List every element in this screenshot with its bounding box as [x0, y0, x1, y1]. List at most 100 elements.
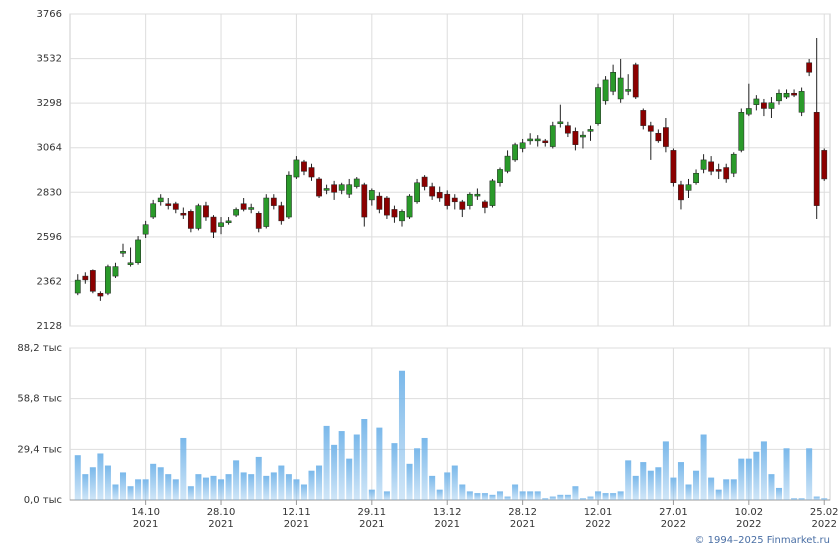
- candle-body: [391, 209, 398, 218]
- candle-body: [399, 211, 405, 222]
- volume-bar: [700, 434, 707, 500]
- candle-body: [301, 161, 307, 172]
- candle-body: [587, 129, 594, 132]
- x-tick-label: 28.12 2021: [508, 507, 537, 530]
- candle-body: [210, 216, 217, 233]
- candle-body: [466, 193, 473, 206]
- x-tick-label: 29.11 2021: [357, 507, 387, 530]
- candle-body: [308, 167, 315, 178]
- candle-body: [414, 182, 420, 203]
- volume-bar: [391, 443, 398, 500]
- volume-bar: [135, 479, 142, 500]
- candle-body: [549, 125, 556, 147]
- candle-body: [142, 224, 149, 235]
- volume-bar: [127, 486, 134, 500]
- candle-body: [316, 178, 322, 197]
- candle-body: [685, 184, 692, 191]
- volume-bar: [519, 491, 526, 500]
- candle-body: [248, 207, 255, 210]
- candle-body: [655, 132, 662, 142]
- volume-bar: [406, 463, 413, 500]
- volume-bar: [338, 431, 345, 500]
- candle-body: [459, 201, 466, 210]
- volume-bar: [421, 437, 428, 500]
- candle-body: [534, 138, 541, 142]
- volume-bar: [813, 496, 820, 500]
- candle-body: [331, 184, 338, 193]
- x-tick-label: 14.10 2021: [131, 507, 160, 530]
- volume-bar: [180, 437, 187, 500]
- candle-body: [693, 172, 699, 184]
- volume-bar: [331, 444, 338, 500]
- volume-bar: [187, 486, 194, 500]
- volume-bar: [745, 458, 752, 500]
- volume-bar: [436, 489, 443, 500]
- volume-bar: [323, 425, 330, 500]
- volume-bar: [97, 453, 104, 500]
- volume-bar: [595, 491, 602, 500]
- volume-bar: [474, 493, 481, 500]
- candle-body: [112, 266, 119, 277]
- volume-bar: [602, 493, 609, 500]
- candle-body: [225, 220, 232, 224]
- candle-body: [361, 184, 368, 218]
- volume-bar: [285, 474, 292, 500]
- volume-bar: [496, 491, 504, 500]
- volume-bar: [542, 498, 549, 500]
- volume-bar: [202, 477, 209, 500]
- x-tick-label: 13.12 2021: [432, 507, 462, 530]
- volume-bar: [82, 474, 89, 500]
- candle-body: [187, 211, 194, 229]
- volume-bar: [625, 460, 632, 500]
- volume-bar: [557, 494, 564, 500]
- x-tick-label: 28.10 2021: [206, 507, 236, 530]
- candle-body: [346, 184, 353, 195]
- volume-bar: [512, 484, 519, 500]
- volume-bar: [791, 498, 798, 500]
- candle-body: [715, 169, 722, 172]
- volume-bar: [429, 475, 436, 500]
- volume-bar: [142, 479, 149, 500]
- volume-bar: [489, 494, 496, 500]
- candle-body: [678, 184, 684, 201]
- volume-bar: [263, 475, 270, 500]
- volume-bar: [723, 479, 730, 500]
- candle-body: [527, 138, 534, 142]
- volume-bar: [195, 474, 202, 500]
- volume-bar: [549, 496, 556, 500]
- candle-body: [768, 102, 775, 109]
- candle-body: [663, 127, 669, 147]
- candle-body: [89, 270, 96, 292]
- candle-body: [542, 140, 549, 144]
- volume-bar: [775, 487, 783, 500]
- volume-bar: [534, 491, 541, 500]
- candle-body: [640, 110, 647, 126]
- volume-bar: [368, 489, 375, 500]
- candle-body: [761, 102, 767, 109]
- candle-body: [504, 155, 511, 172]
- y-tick-label: 2362: [37, 276, 62, 287]
- volume-bar: [579, 498, 586, 500]
- candle-body: [172, 203, 179, 210]
- volume-bar: [662, 441, 669, 500]
- volume-bar: [383, 491, 390, 500]
- candle-body: [97, 292, 104, 297]
- candle-body: [730, 153, 737, 174]
- volume-bar: [218, 479, 225, 500]
- volume-bar: [112, 484, 119, 500]
- candle-body: [436, 192, 443, 199]
- candle-body: [572, 131, 579, 145]
- y-tick-label: 58,8 тыс: [17, 394, 62, 405]
- y-tick-label: 88,2 тыс: [17, 343, 62, 354]
- volume-bar: [361, 419, 368, 500]
- candle-body: [783, 92, 790, 98]
- volume-bar: [89, 467, 96, 500]
- candle-body: [791, 92, 797, 96]
- candle-body: [451, 197, 458, 203]
- volume-bar: [572, 486, 579, 500]
- volume-bar: [685, 484, 692, 500]
- candle-body: [512, 144, 518, 161]
- volume-bar: [677, 462, 684, 500]
- y-tick-label: 3298: [37, 98, 62, 109]
- candle-body: [74, 279, 81, 294]
